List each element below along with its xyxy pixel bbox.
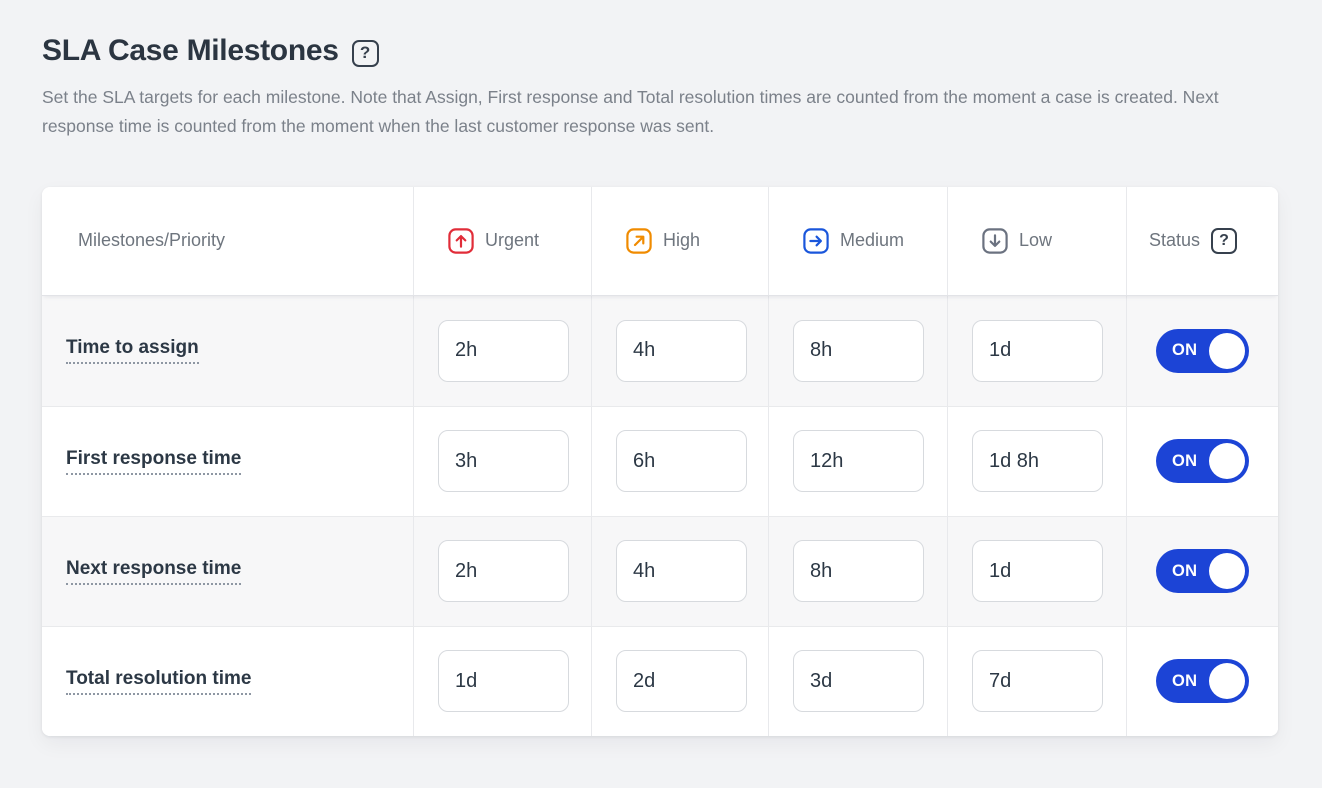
low-header-label: Low bbox=[1019, 230, 1053, 251]
arrow-up-right-icon bbox=[626, 228, 652, 254]
arrow-right-icon bbox=[803, 228, 829, 254]
toggle-knob bbox=[1209, 553, 1245, 590]
urgent-header-label: Urgent bbox=[485, 230, 540, 251]
milestone-link-time-to-assign[interactable]: Time to assign bbox=[66, 337, 199, 365]
arrow-down-icon bbox=[982, 228, 1008, 254]
arrow-up-icon bbox=[448, 228, 474, 254]
sla-input-total-urgent[interactable] bbox=[438, 650, 569, 713]
milestone-link-first-response[interactable]: First response time bbox=[66, 448, 242, 475]
toggle-on-label: ON bbox=[1172, 561, 1198, 580]
toggle-on-label: ON bbox=[1172, 451, 1198, 470]
table-row-next-response-time: Next response time ON bbox=[42, 515, 1278, 626]
sla-input-total-medium[interactable] bbox=[793, 650, 924, 713]
page-title: SLA Case Milestones bbox=[42, 34, 339, 67]
column-header-milestones: Milestones/Priority bbox=[42, 187, 413, 295]
toggle-knob bbox=[1209, 663, 1245, 700]
page-description: Set the SLA targets for each milestone. … bbox=[42, 87, 1219, 136]
column-header-status: Status ? bbox=[1126, 186, 1278, 295]
milestone-link-next-response[interactable]: Next response time bbox=[66, 558, 242, 585]
toggle-knob bbox=[1209, 443, 1245, 480]
sla-input-total-high[interactable] bbox=[616, 650, 747, 713]
sla-input-first-low[interactable] bbox=[972, 430, 1103, 493]
high-header-label: High bbox=[663, 230, 701, 251]
sla-milestones-table: Milestones/Priority Urgent High Medium bbox=[42, 186, 1278, 736]
table-row-time-to-assign: Time to assign ON bbox=[42, 295, 1278, 406]
column-header-low: Low bbox=[947, 186, 1126, 295]
sla-input-first-urgent[interactable] bbox=[438, 430, 569, 493]
status-toggle-time-to-assign[interactable]: ON bbox=[1156, 328, 1249, 373]
sla-input-total-low[interactable] bbox=[972, 650, 1103, 713]
milestones-header-label: Milestones/Priority bbox=[78, 230, 226, 251]
column-header-medium: Medium bbox=[768, 186, 947, 295]
table-row-total-resolution-time: Total resolution time ON bbox=[42, 625, 1278, 736]
medium-header-label: Medium bbox=[840, 230, 905, 251]
sla-input-next-urgent[interactable] bbox=[438, 540, 569, 603]
toggle-on-label: ON bbox=[1172, 671, 1198, 690]
sla-input-assign-urgent[interactable] bbox=[438, 319, 569, 382]
sla-input-assign-medium[interactable] bbox=[793, 319, 924, 382]
sla-input-next-low[interactable] bbox=[972, 540, 1103, 603]
status-toggle-first-response[interactable]: ON bbox=[1156, 439, 1249, 484]
column-header-urgent: Urgent bbox=[413, 186, 591, 295]
status-toggle-total-resolution[interactable]: ON bbox=[1156, 659, 1249, 704]
status-help-icon[interactable]: ? bbox=[1211, 227, 1238, 254]
sla-input-assign-low[interactable] bbox=[972, 319, 1103, 382]
sla-input-first-high[interactable] bbox=[616, 430, 747, 493]
sla-input-first-medium[interactable] bbox=[793, 430, 924, 493]
title-help-icon[interactable]: ? bbox=[351, 39, 379, 67]
sla-input-next-medium[interactable] bbox=[793, 540, 924, 603]
sla-input-assign-high[interactable] bbox=[616, 319, 747, 382]
milestone-link-total-resolution[interactable]: Total resolution time bbox=[66, 668, 252, 695]
page-header: SLA Case Milestones ? Set the SLA target… bbox=[42, 34, 1280, 141]
table-header-row: Milestones/Priority Urgent High Medium bbox=[42, 186, 1278, 296]
toggle-knob bbox=[1209, 332, 1245, 369]
status-toggle-next-response[interactable]: ON bbox=[1156, 549, 1249, 594]
table-row-first-response-time: First response time ON bbox=[42, 405, 1278, 516]
sla-input-next-high[interactable] bbox=[616, 540, 747, 603]
toggle-on-label: ON bbox=[1172, 341, 1198, 360]
column-header-high: High bbox=[591, 186, 768, 295]
status-header-label: Status bbox=[1149, 230, 1201, 251]
